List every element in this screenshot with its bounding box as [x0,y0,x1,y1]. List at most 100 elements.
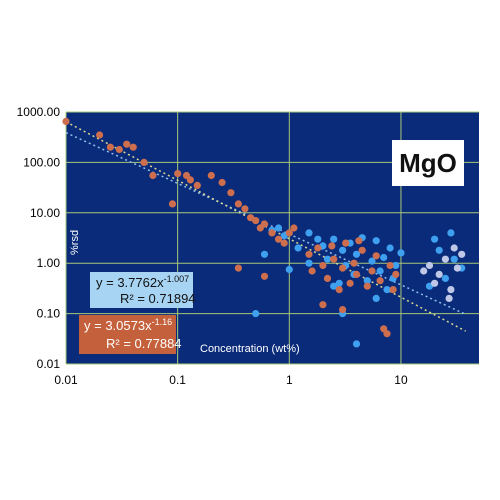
y-tick-label: 10.00 [30,206,60,220]
data-point [386,261,394,270]
data-point [193,181,201,189]
data-point [260,220,269,228]
data-point [335,279,343,287]
data-point [314,235,322,243]
data-point [372,237,380,245]
data-point [339,246,347,254]
data-point [441,274,449,282]
x-tick-labels: 0.01 0.1 1 10 [54,373,408,387]
data-point [363,277,371,285]
data-point [323,274,332,282]
data-point [314,244,322,252]
data-point [129,143,137,151]
data-point [335,286,343,294]
y-tick-label: 1.00 [37,256,61,270]
data-point [435,246,443,254]
data-point [453,264,461,272]
equation-orange: y = 3.0573x-1.16 [84,317,172,333]
data-point [252,217,260,225]
data-point [447,286,455,294]
data-point [96,131,104,139]
x-tick-label: 0.01 [54,373,78,387]
equation-box-orange [79,315,176,354]
equation-blue-base: y = 3.7762x [96,275,164,290]
data-point [290,224,298,232]
data-point [168,200,177,208]
data-point [392,261,400,270]
data-point [186,176,194,184]
data-point [383,286,391,294]
data-point [305,259,313,267]
equation-blue-exponent: -1.007 [164,274,190,284]
data-point [268,229,276,237]
data-point [285,229,293,237]
data-point [323,255,332,263]
data-point [305,229,313,237]
data-point [123,140,131,148]
data-point [358,246,366,254]
data-point [241,205,249,213]
data-point [274,235,283,243]
data-point [234,264,242,272]
x-tick-label: 10 [394,373,408,387]
data-point [352,250,361,258]
equation-blue: y = 3.7762x-1.007 [96,274,189,290]
x-tick-label: 0.1 [169,373,186,387]
data-point [149,171,157,180]
data-point [450,244,458,252]
data-point [319,301,327,309]
data-point [376,277,384,285]
data-point [280,239,288,247]
data-point [252,310,260,318]
data-point [218,178,226,187]
chart-title: MgO [399,148,457,178]
data-point [458,250,466,258]
data-point [420,267,428,275]
data-point [328,242,336,250]
data-point [435,270,443,278]
data-point [368,267,376,275]
data-point [450,255,458,263]
data-point [447,229,455,237]
data-point [363,282,371,290]
data-point [106,143,114,151]
data-point [319,261,327,270]
data-point [397,249,405,257]
data-point [431,235,439,243]
data-point [368,257,376,265]
data-point [380,253,388,262]
data-point [350,259,358,267]
data-points [62,117,466,348]
y-tick-label: 100.00 [23,155,60,169]
data-point [115,145,123,154]
data-point [346,279,354,287]
y-tick-label: 0.10 [37,307,61,321]
data-point [330,282,338,290]
data-point [308,267,316,275]
data-point [355,237,363,245]
data-point [294,244,302,252]
y-axis-title: %rsd [69,230,81,255]
data-point [372,252,380,260]
equation-orange-base: y = 3.0573x [84,318,152,333]
grid-lines [65,111,479,365]
data-point [274,224,283,232]
data-point [431,279,439,287]
data-point [386,244,394,252]
data-point [376,267,384,275]
data-point [305,250,313,258]
trendline-blue [65,131,467,315]
y-tick-label: 0.01 [37,357,61,371]
data-point [372,294,380,302]
r2-blue: R² = 0.71894 [120,291,196,306]
data-point [445,294,453,302]
data-point [227,189,235,197]
x-axis-title: Concentration (wt%) [200,343,300,355]
data-point [342,239,350,247]
data-point [260,250,269,258]
data-point [140,158,148,166]
data-point [339,306,347,314]
data-point [425,261,434,270]
